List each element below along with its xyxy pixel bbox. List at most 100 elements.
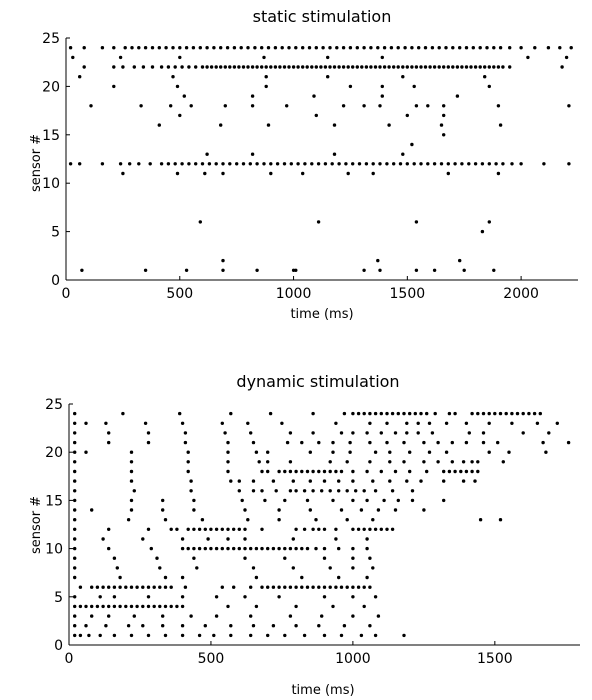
spike-point: [447, 469, 452, 474]
spike-point: [371, 479, 375, 483]
spike-point: [157, 46, 161, 50]
spike-point: [232, 527, 236, 531]
spike-point: [118, 585, 122, 589]
spike-point: [319, 65, 323, 69]
spike-point: [171, 46, 175, 50]
spike-point: [362, 104, 366, 108]
spike-point: [82, 46, 86, 50]
spike-point: [346, 171, 350, 176]
spike-point: [262, 162, 266, 166]
spike-point: [266, 123, 271, 127]
spike-point: [107, 431, 111, 435]
spike-point: [141, 604, 145, 609]
spike-point: [228, 65, 232, 69]
spike-point: [311, 411, 315, 416]
spike-point: [331, 604, 335, 609]
spike-point: [273, 65, 278, 69]
spike-point: [387, 65, 391, 69]
spike-point: [371, 162, 375, 166]
spike-point: [249, 431, 253, 435]
spike-point: [143, 421, 148, 425]
spike-point: [305, 498, 310, 503]
spike-point: [464, 46, 469, 50]
spike-point: [260, 65, 264, 69]
spike-point: [254, 546, 259, 551]
spike-point: [310, 65, 314, 69]
spike-point: [544, 450, 548, 454]
y-tick-label: 15: [42, 128, 60, 144]
spike-point: [426, 162, 430, 166]
spike-point: [197, 527, 202, 531]
spike-point: [492, 46, 496, 50]
spike-point: [277, 595, 281, 599]
spike-point: [152, 585, 156, 589]
spike-point: [362, 604, 366, 609]
spike-point: [266, 469, 270, 474]
spike-point: [275, 162, 280, 166]
spike-point: [355, 65, 359, 69]
spike-point: [260, 585, 264, 589]
spike-point: [510, 421, 514, 425]
spike-point: [161, 508, 165, 512]
spike-point: [316, 162, 321, 166]
spike-point: [214, 527, 219, 531]
spike-point: [187, 65, 191, 69]
spike-point: [402, 460, 406, 464]
spike-point: [146, 440, 151, 445]
spike-point: [368, 527, 372, 531]
spike-point: [368, 624, 372, 628]
spike-point: [288, 460, 293, 464]
spike-point: [129, 479, 134, 483]
spike-point: [337, 162, 341, 166]
spike-point: [504, 411, 508, 416]
spike-point: [341, 65, 346, 69]
spike-point: [373, 527, 378, 531]
spike-point: [535, 421, 540, 425]
spike-point: [112, 633, 117, 638]
spike-point: [180, 595, 185, 599]
spike-point: [194, 65, 198, 69]
spike-point: [90, 604, 94, 609]
y-tick-label: 20: [45, 445, 63, 461]
spike-point: [250, 65, 255, 69]
spike-point: [73, 624, 77, 628]
spike-point: [264, 84, 268, 89]
spike-point: [294, 489, 298, 493]
spike-point: [311, 489, 315, 493]
spike-point: [442, 104, 446, 108]
spike-point: [288, 469, 293, 474]
spike-point: [296, 162, 300, 166]
spike-point: [498, 46, 503, 50]
spike-point: [243, 537, 247, 541]
spike-point: [251, 624, 256, 628]
spike-point: [362, 46, 366, 50]
spike-point: [371, 566, 375, 570]
spike-point: [253, 46, 257, 50]
spike-point: [112, 604, 117, 609]
spike-point: [107, 527, 111, 531]
spike-point: [308, 450, 312, 454]
spike-point: [229, 479, 233, 483]
spike-point: [209, 65, 214, 69]
spike-point: [532, 411, 537, 416]
spike-point: [481, 440, 486, 445]
spike-point: [351, 614, 355, 618]
spike-point: [169, 527, 173, 531]
spike-point: [337, 575, 341, 580]
spike-point: [365, 498, 369, 503]
spike-point: [355, 46, 359, 50]
spike-point: [453, 411, 457, 416]
spike-point: [487, 65, 491, 69]
spike-point: [73, 489, 77, 493]
spike-point: [380, 94, 384, 98]
spike-point: [351, 65, 355, 69]
spike-point: [121, 65, 125, 69]
spike-point: [322, 595, 327, 599]
x-tick-label: 500: [166, 286, 193, 302]
spike-point: [460, 162, 464, 166]
spike-point: [212, 633, 216, 638]
spike-point: [100, 162, 105, 166]
spike-point: [255, 65, 259, 69]
spike-point: [158, 566, 162, 570]
spike-point: [82, 65, 86, 69]
